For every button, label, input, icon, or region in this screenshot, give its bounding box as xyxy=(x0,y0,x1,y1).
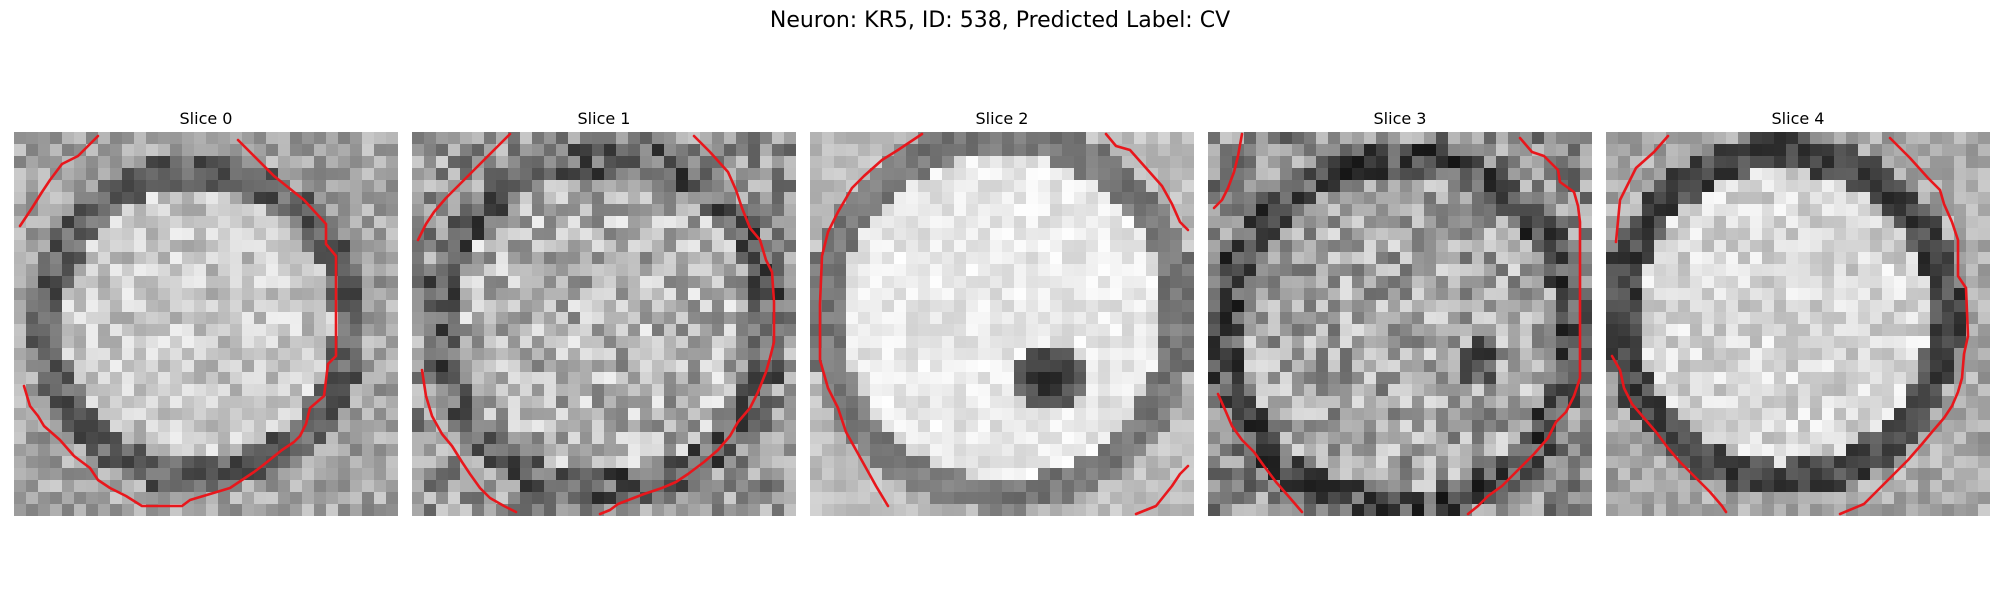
slice-title: Slice 4 xyxy=(1771,109,1825,128)
slice-title: Slice 0 xyxy=(179,109,233,128)
slice-image xyxy=(14,132,398,516)
slice-image xyxy=(412,132,796,516)
slice-image xyxy=(810,132,1194,516)
slice-panel-4: Slice 4 xyxy=(1606,108,1990,516)
slice-panel-1: Slice 1 xyxy=(412,108,796,516)
slice-panel-0: Slice 0 xyxy=(14,108,398,516)
slice-title: Slice 2 xyxy=(975,109,1029,128)
slice-title: Slice 3 xyxy=(1373,109,1427,128)
figure-title: Neuron: KR5, ID: 538, Predicted Label: C… xyxy=(769,8,1231,33)
slice-panel-2: Slice 2 xyxy=(810,108,1194,516)
slice-image xyxy=(1208,132,1592,516)
slice-image xyxy=(1606,132,1990,516)
slice-panel-3: Slice 3 xyxy=(1208,108,1592,516)
slice-title: Slice 1 xyxy=(577,109,631,128)
